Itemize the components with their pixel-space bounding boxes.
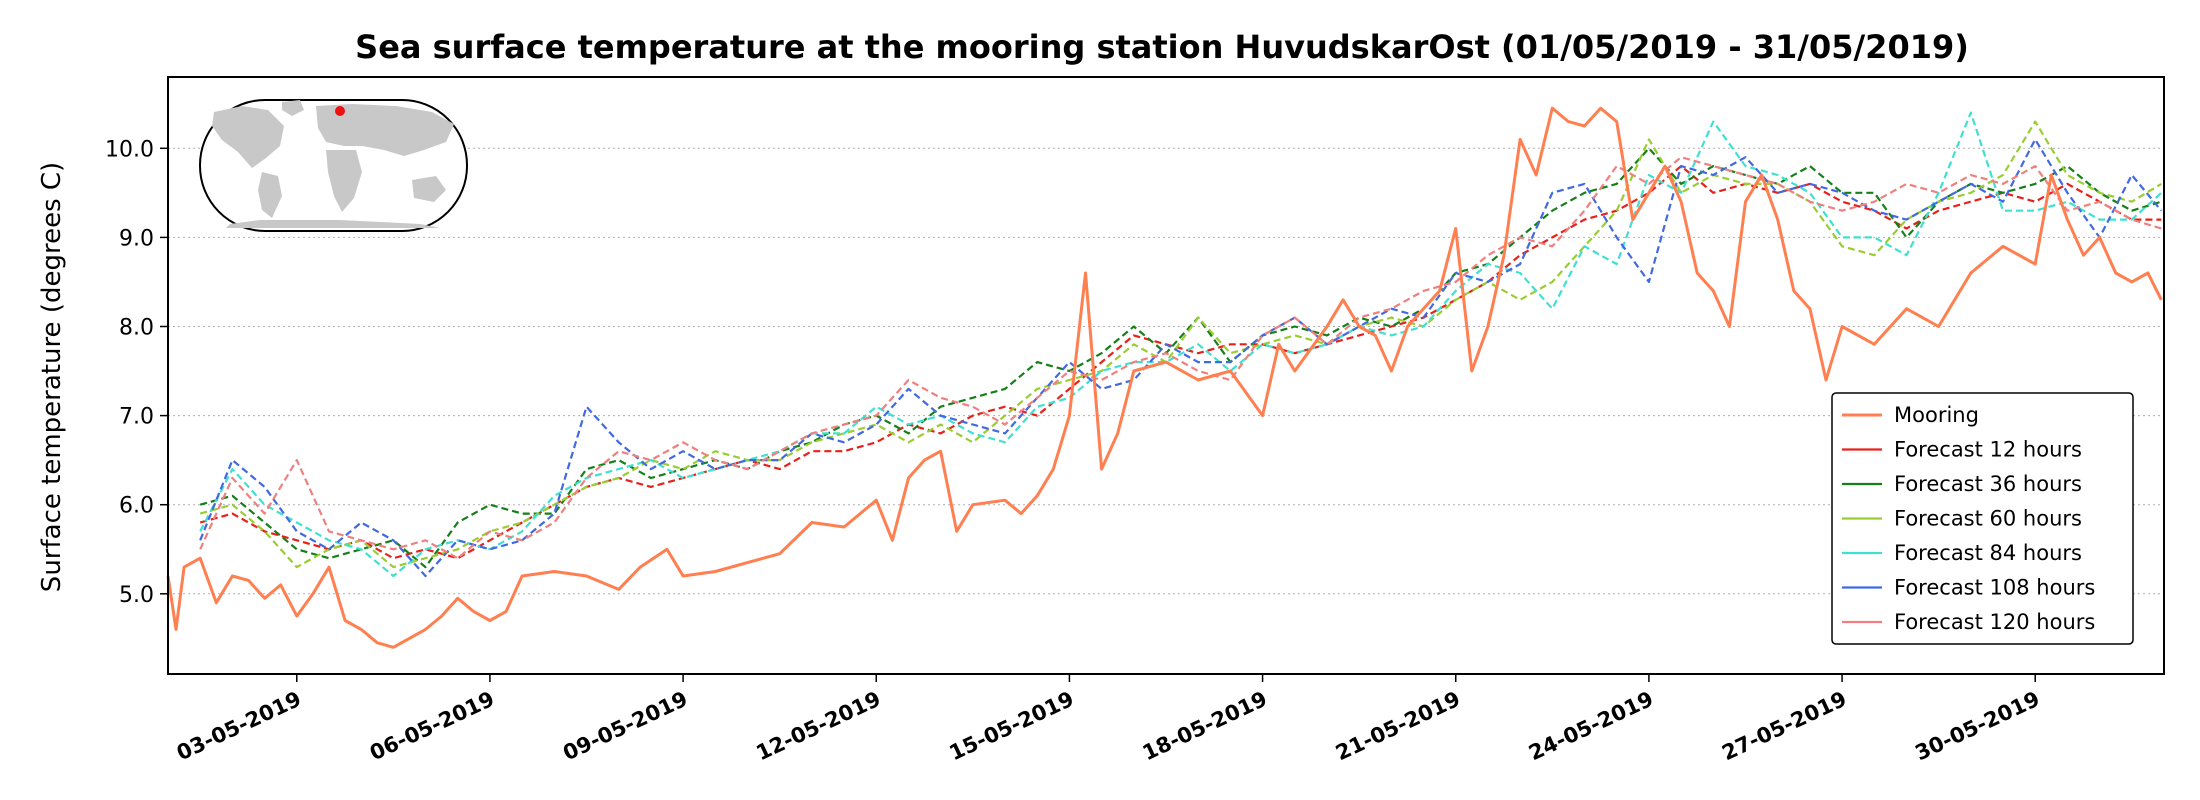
series-line-forecast-36-hours [199,147,2162,569]
series-line-forecast-108-hours [199,138,2163,578]
legend-label: Forecast 12 hours [1894,438,2082,462]
legend-label: Forecast 84 hours [1894,541,2082,565]
series-lines [166,106,2163,649]
series-line-forecast-60-hours [199,120,2162,569]
series-line-forecast-120-hours [199,156,2162,560]
legend-label: Mooring [1894,403,1979,427]
y-axis: 5.0 6.0 7.0 8.0 9.0 10.0 [105,137,168,608]
legend-label: Forecast 108 hours [1894,576,2095,600]
legend-label: Forecast 36 hours [1894,472,2082,496]
legend-label: Forecast 120 hours [1894,610,2095,634]
chart-title: Sea surface temperature at the mooring s… [355,28,1969,66]
station-marker [335,106,345,116]
legend-label: Forecast 60 hours [1894,507,2082,531]
legend: Mooring Forecast 12 hours Forecast 36 hour… [1831,392,2134,645]
legend-box [1831,392,2134,645]
y-tick-label: 10.0 [105,137,154,162]
continent-shapes [212,100,454,228]
y-tick-label: 6.0 [119,494,154,519]
y-axis-label: Surface temperature (degrees C) [37,162,67,592]
y-tick-label: 5.0 [119,583,154,608]
world-map-inset [199,99,468,232]
series-line-mooring [166,106,2163,649]
series-line-forecast-84-hours [199,111,2163,578]
y-tick-label: 9.0 [119,226,154,251]
y-tick-label: 7.0 [119,405,154,430]
y-tick-label: 8.0 [119,316,154,341]
plot-frame [167,76,2165,675]
